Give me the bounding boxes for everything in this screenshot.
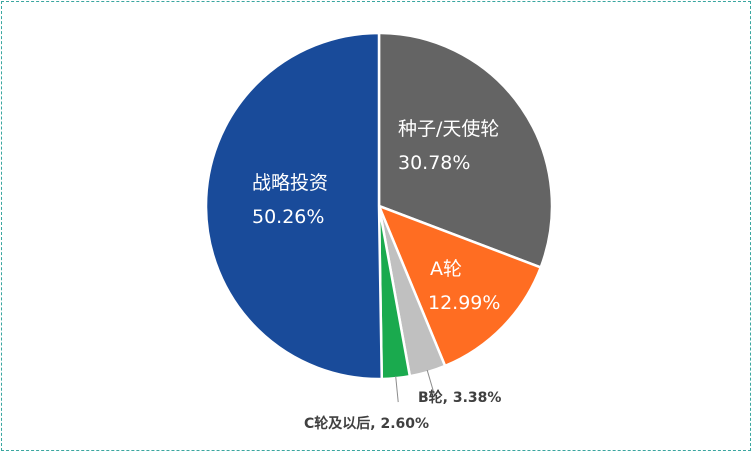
slice-label-value-seed: 30.78%: [398, 152, 470, 174]
slice-label-c-round: C轮及以后, 2.60%: [304, 415, 429, 432]
pie-slice-strategic: [204, 31, 384, 381]
pie-slices: [204, 31, 554, 381]
slice-label-value-strategic: 50.26%: [252, 206, 324, 228]
slice-label-name-a-round: A轮: [430, 258, 462, 280]
pie-slice-seed: [377, 31, 554, 269]
leader-line-c-round: [395, 376, 399, 403]
leader-line-b-round: [426, 369, 435, 396]
slice-label-name-seed: 种子/天使轮: [398, 118, 499, 140]
pie-slice-a-round: [377, 204, 542, 368]
leader-lines: [395, 369, 435, 403]
slice-label-name-strategic: 战略投资: [252, 172, 328, 194]
slice-label-b-round: B轮, 3.38%: [418, 389, 501, 406]
slice-label-value-a-round: 12.99%: [428, 292, 500, 314]
